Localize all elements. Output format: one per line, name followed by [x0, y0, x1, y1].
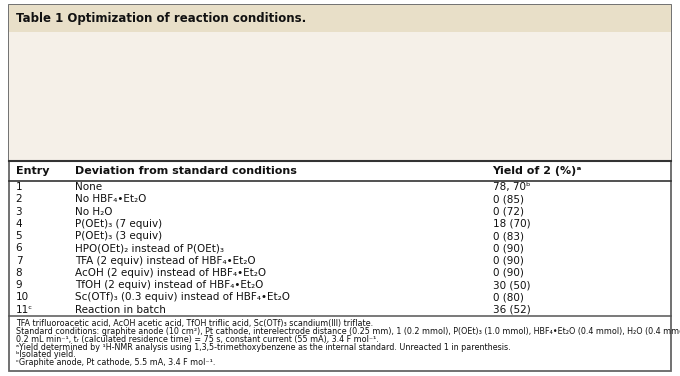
Text: 7: 7: [16, 256, 22, 265]
Text: ᵃYield determined by ¹H-NMR analysis using 1,3,5-trimethoxybenzene as the intern: ᵃYield determined by ¹H-NMR analysis usi…: [16, 343, 510, 352]
Text: OEt: OEt: [616, 71, 634, 82]
Text: 2: 2: [16, 194, 22, 204]
Text: TFA trifluoroacetic acid, AcOH acetic acid, TfOH triflic acid, Sc(OTf)₃ scandium: TFA trifluoroacetic acid, AcOH acetic ac…: [16, 319, 373, 328]
Text: 0 (83): 0 (83): [492, 231, 524, 241]
FancyBboxPatch shape: [372, 80, 445, 118]
Text: 3: 3: [341, 98, 346, 107]
Text: O: O: [589, 56, 597, 65]
Text: 5: 5: [16, 231, 22, 241]
Text: No H₂O: No H₂O: [75, 206, 113, 217]
Text: Standard conditions: graphite anode (10 cm²), Pt cathode, interelectrode distanc: Standard conditions: graphite anode (10 …: [16, 327, 680, 336]
Text: 10: 10: [16, 293, 29, 302]
Circle shape: [398, 83, 418, 93]
Text: Reaction in batch: Reaction in batch: [75, 305, 166, 315]
Text: P(OEt)₃ (3 equiv): P(OEt)₃ (3 equiv): [75, 231, 163, 241]
Text: 1: 1: [195, 126, 203, 135]
Text: 0 (85): 0 (85): [492, 194, 524, 204]
Text: OEt: OEt: [616, 81, 634, 91]
Text: +: +: [233, 89, 246, 107]
Text: 30 (50): 30 (50): [492, 280, 530, 290]
Text: HPO(OEt)₂ instead of P(OEt)₃: HPO(OEt)₂ instead of P(OEt)₃: [75, 243, 224, 253]
Text: No HBF₄•Et₂O: No HBF₄•Et₂O: [75, 194, 147, 204]
Text: TfOH (2 equiv) instead of HBF₄•Et₂O: TfOH (2 equiv) instead of HBF₄•Et₂O: [75, 280, 264, 290]
Text: O: O: [227, 63, 235, 73]
Text: 0.2 mL min⁻¹, tᵣ (calculated residence time) = 75 s, constant current (55 mA), 3: 0.2 mL min⁻¹, tᵣ (calculated residence t…: [16, 335, 379, 344]
Text: MeO: MeO: [484, 60, 506, 70]
Text: MeO: MeO: [180, 61, 203, 70]
Text: P(OEt)₃ (7 equiv): P(OEt)₃ (7 equiv): [75, 219, 163, 229]
Text: 0 (72): 0 (72): [492, 206, 524, 217]
Text: P(OEt): P(OEt): [272, 92, 307, 102]
Text: 0 (80): 0 (80): [492, 293, 524, 302]
Text: tBu: tBu: [526, 125, 543, 135]
Text: 4: 4: [16, 219, 22, 229]
Text: Yield of 2 (%)ᵃ: Yield of 2 (%)ᵃ: [492, 166, 582, 176]
Text: 0 (90): 0 (90): [492, 243, 524, 253]
Text: Table 1 Optimization of reaction conditions.: Table 1 Optimization of reaction conditi…: [16, 12, 306, 24]
Text: 18 (70): 18 (70): [492, 219, 530, 229]
Text: 6: 6: [16, 243, 22, 253]
Text: Sc(OTf)₃ (0.3 equiv) instead of HBF₄•Et₂O: Sc(OTf)₃ (0.3 equiv) instead of HBF₄•Et₂…: [75, 293, 290, 302]
Text: ᶜGraphite anode, Pt cathode, 5.5 mA, 3.4 F mol⁻¹.: ᶜGraphite anode, Pt cathode, 5.5 mA, 3.4…: [16, 358, 215, 367]
Text: 78, 70ᵇ: 78, 70ᵇ: [492, 182, 530, 192]
Text: 0 (90): 0 (90): [492, 268, 524, 278]
Text: 8: 8: [16, 268, 22, 278]
Text: tBu: tBu: [140, 125, 157, 135]
Text: ⏻: ⏻: [405, 83, 411, 93]
Text: 1: 1: [16, 182, 22, 192]
Text: 11ᶜ: 11ᶜ: [16, 305, 33, 315]
Text: Deviation from standard conditions: Deviation from standard conditions: [75, 166, 297, 176]
Text: Entry: Entry: [16, 166, 49, 176]
Text: 3: 3: [16, 206, 22, 217]
Text: 36 (52): 36 (52): [492, 305, 530, 315]
Text: P: P: [590, 70, 598, 80]
Text: None: None: [75, 182, 103, 192]
Text: ᵇIsolated yield.: ᵇIsolated yield.: [16, 350, 75, 359]
Text: 0 (90): 0 (90): [492, 256, 524, 265]
Text: 2: 2: [581, 126, 589, 135]
Text: AcOH (2 equiv) instead of HBF₄•Et₂O: AcOH (2 equiv) instead of HBF₄•Et₂O: [75, 268, 267, 278]
Text: 9: 9: [16, 280, 22, 290]
Text: TFA (2 equiv) instead of HBF₄•Et₂O: TFA (2 equiv) instead of HBF₄•Et₂O: [75, 256, 256, 265]
Text: O: O: [486, 63, 493, 73]
